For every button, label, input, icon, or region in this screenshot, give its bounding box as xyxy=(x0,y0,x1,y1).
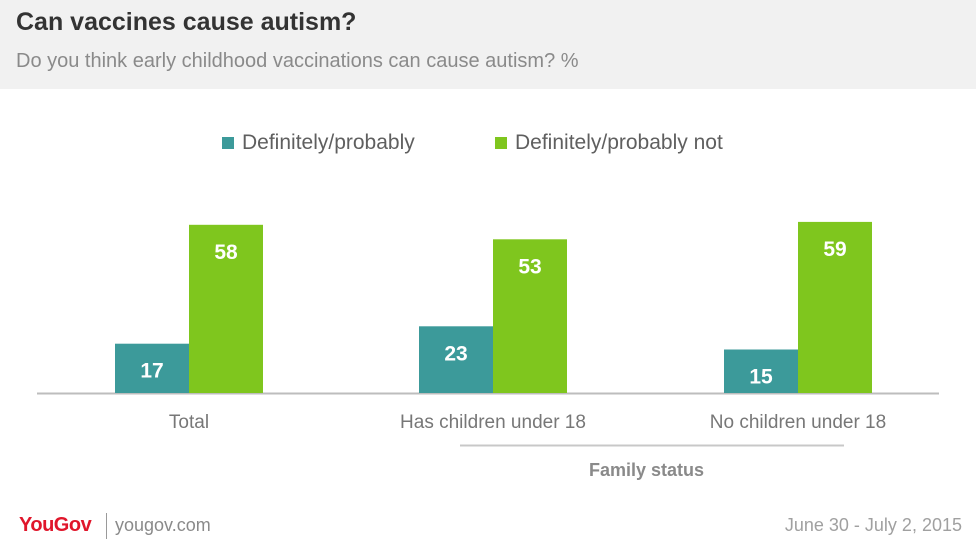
category-label-0: Total xyxy=(169,412,209,433)
category-label-2: No children under 18 xyxy=(710,412,886,433)
data-label-1-0: 58 xyxy=(214,241,238,264)
legend: Definitely/probably Definitely/probably … xyxy=(0,131,976,159)
bar-definitely-probably-not-1 xyxy=(493,239,567,393)
footer-url[interactable]: yougov.com xyxy=(115,515,211,535)
chart-subtitle: Do you think early childhood vaccination… xyxy=(16,50,579,72)
survey-date: June 30 - July 2, 2015 xyxy=(784,515,962,535)
data-label-0-1: 23 xyxy=(444,342,467,365)
legend-label-series-1: Definitely/probably xyxy=(242,131,415,154)
footer-divider xyxy=(106,513,107,539)
legend-swatch-series-2 xyxy=(495,137,507,149)
bar-definitely-probably-not-2 xyxy=(798,221,872,393)
legend-item-series-1: Definitely/probably xyxy=(222,131,415,155)
bar-definitely-probably-not-0 xyxy=(189,224,263,393)
bar-definitely-probably-0 xyxy=(115,343,189,393)
category-label-1: Has children under 18 xyxy=(400,412,586,433)
legend-item-series-2: Definitely/probably not xyxy=(495,131,723,155)
data-label-1-2: 59 xyxy=(823,238,846,261)
yougov-logo: YouGov xyxy=(19,514,92,536)
chart-title: Can vaccines cause autism? xyxy=(16,8,357,36)
data-label-0-2: 15 xyxy=(749,366,773,389)
data-label-1-1: 53 xyxy=(518,255,541,278)
data-label-0-0: 17 xyxy=(140,360,163,383)
header-band: Can vaccines cause autism? Do you think … xyxy=(0,0,976,89)
bar-definitely-probably-2 xyxy=(724,349,798,393)
group-label-family-status: Family status xyxy=(589,460,704,480)
legend-label-series-2: Definitely/probably not xyxy=(515,131,723,154)
legend-swatch-series-1 xyxy=(222,137,234,149)
bar-definitely-probably-1 xyxy=(419,326,493,393)
